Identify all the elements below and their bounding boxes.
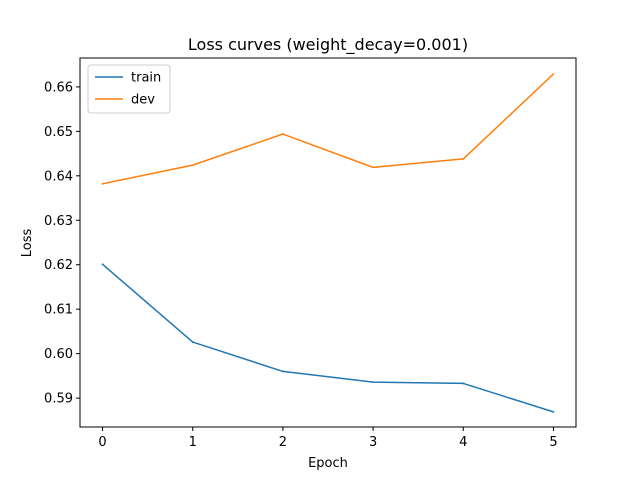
- data-point-train: [462, 382, 465, 385]
- x-tick-label: 3: [369, 435, 377, 450]
- x-axis-ticks: 0 1 2 3 4 5: [98, 427, 558, 450]
- data-point-train: [101, 263, 104, 266]
- series-line-dev: [102, 73, 554, 185]
- x-tick-label: 5: [549, 435, 557, 450]
- legend-label-train: train: [131, 71, 161, 86]
- legend-label-dev: dev: [131, 93, 155, 108]
- data-point-train: [372, 381, 374, 383]
- data-point-train: [191, 341, 194, 343]
- x-tick-label: 1: [189, 435, 197, 450]
- y-tick-label: 0.60: [44, 347, 73, 362]
- x-axis-label: Epoch: [308, 456, 348, 471]
- y-tick-label: 0.63: [44, 214, 73, 229]
- plot-frame: [79, 57, 577, 428]
- y-tick-label: 0.65: [44, 125, 73, 140]
- data-point-dev: [462, 158, 465, 160]
- y-tick-label: 0.62: [44, 258, 73, 273]
- y-tick-label: 0.64: [44, 169, 73, 184]
- data-point-dev: [552, 73, 555, 75]
- y-axis-label: Loss: [20, 229, 35, 258]
- data-point-dev: [101, 182, 104, 185]
- series-layer: [101, 73, 555, 413]
- data-point-dev: [191, 164, 194, 167]
- y-tick-label: 0.61: [44, 303, 73, 318]
- x-tick-label: 4: [459, 435, 467, 450]
- y-axis-ticks: 0.59 0.60 0.61 0.62 0.63 0.64 0.65 0.66: [44, 80, 80, 407]
- x-tick-label: 0: [98, 435, 106, 450]
- legend: train dev: [87, 64, 171, 114]
- data-point-dev: [282, 133, 284, 135]
- y-tick-label: 0.59: [44, 392, 73, 407]
- data-point-dev: [372, 166, 374, 169]
- y-tick-label: 0.66: [44, 80, 73, 95]
- chart-title: Loss curves (weight_decay=0.001): [188, 35, 468, 55]
- data-point-train: [552, 410, 555, 413]
- data-point-train: [282, 370, 284, 373]
- x-tick-label: 2: [279, 435, 287, 450]
- series-line-train: [102, 263, 554, 413]
